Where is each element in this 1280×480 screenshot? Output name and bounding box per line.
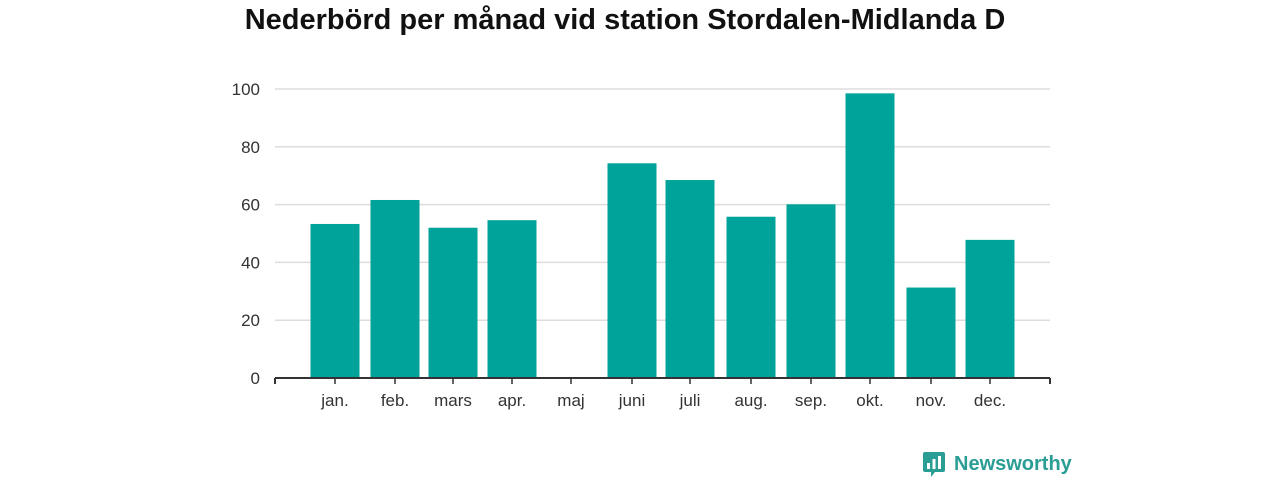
x-tick-label: feb. bbox=[381, 391, 409, 410]
x-tick-label: apr. bbox=[498, 391, 526, 410]
bar-5 bbox=[607, 163, 657, 378]
newsworthy-logo-icon bbox=[923, 452, 945, 477]
axes bbox=[274, 377, 1051, 384]
x-tick-label: nov. bbox=[916, 391, 947, 410]
bar-8 bbox=[786, 204, 836, 378]
chart-title: Nederbörd per månad vid station Stordale… bbox=[244, 4, 1006, 36]
x-tick-label: juni bbox=[618, 391, 645, 410]
x-tick-label: okt. bbox=[856, 391, 883, 410]
bar-1 bbox=[370, 199, 420, 378]
bar-6 bbox=[665, 180, 715, 378]
y-tick-label: 0 bbox=[251, 369, 260, 388]
y-tick-label: 40 bbox=[241, 253, 260, 272]
x-tick-label: jan. bbox=[320, 391, 348, 410]
tick-labels: 0 20 40 60 80 100 jan. feb. mars apr. maj juni juli a… bbox=[232, 80, 1006, 410]
newsworthy-brand[interactable]: Newsworthy bbox=[922, 449, 1072, 479]
bar-10 bbox=[906, 287, 956, 378]
bar-9 bbox=[845, 93, 895, 379]
y-tick-label: 80 bbox=[241, 138, 260, 157]
x-tick-label: aug. bbox=[734, 391, 767, 410]
bars bbox=[310, 93, 1015, 379]
y-tick-label: 60 bbox=[241, 196, 260, 215]
x-tick-label: sep. bbox=[795, 391, 827, 410]
y-tick-label: 20 bbox=[241, 311, 260, 330]
x-tick-label: dec. bbox=[974, 391, 1006, 410]
y-tick-label: 100 bbox=[232, 80, 260, 99]
bar-0 bbox=[310, 223, 360, 378]
brand-name: Newsworthy bbox=[954, 452, 1072, 475]
bar-11 bbox=[965, 239, 1015, 378]
x-tick-label: mars bbox=[434, 391, 472, 410]
bar-7 bbox=[726, 216, 776, 378]
x-tick-label: maj bbox=[557, 391, 584, 410]
bar-3 bbox=[487, 220, 537, 378]
x-tick-label: juli bbox=[679, 391, 701, 410]
bar-2 bbox=[428, 227, 478, 378]
